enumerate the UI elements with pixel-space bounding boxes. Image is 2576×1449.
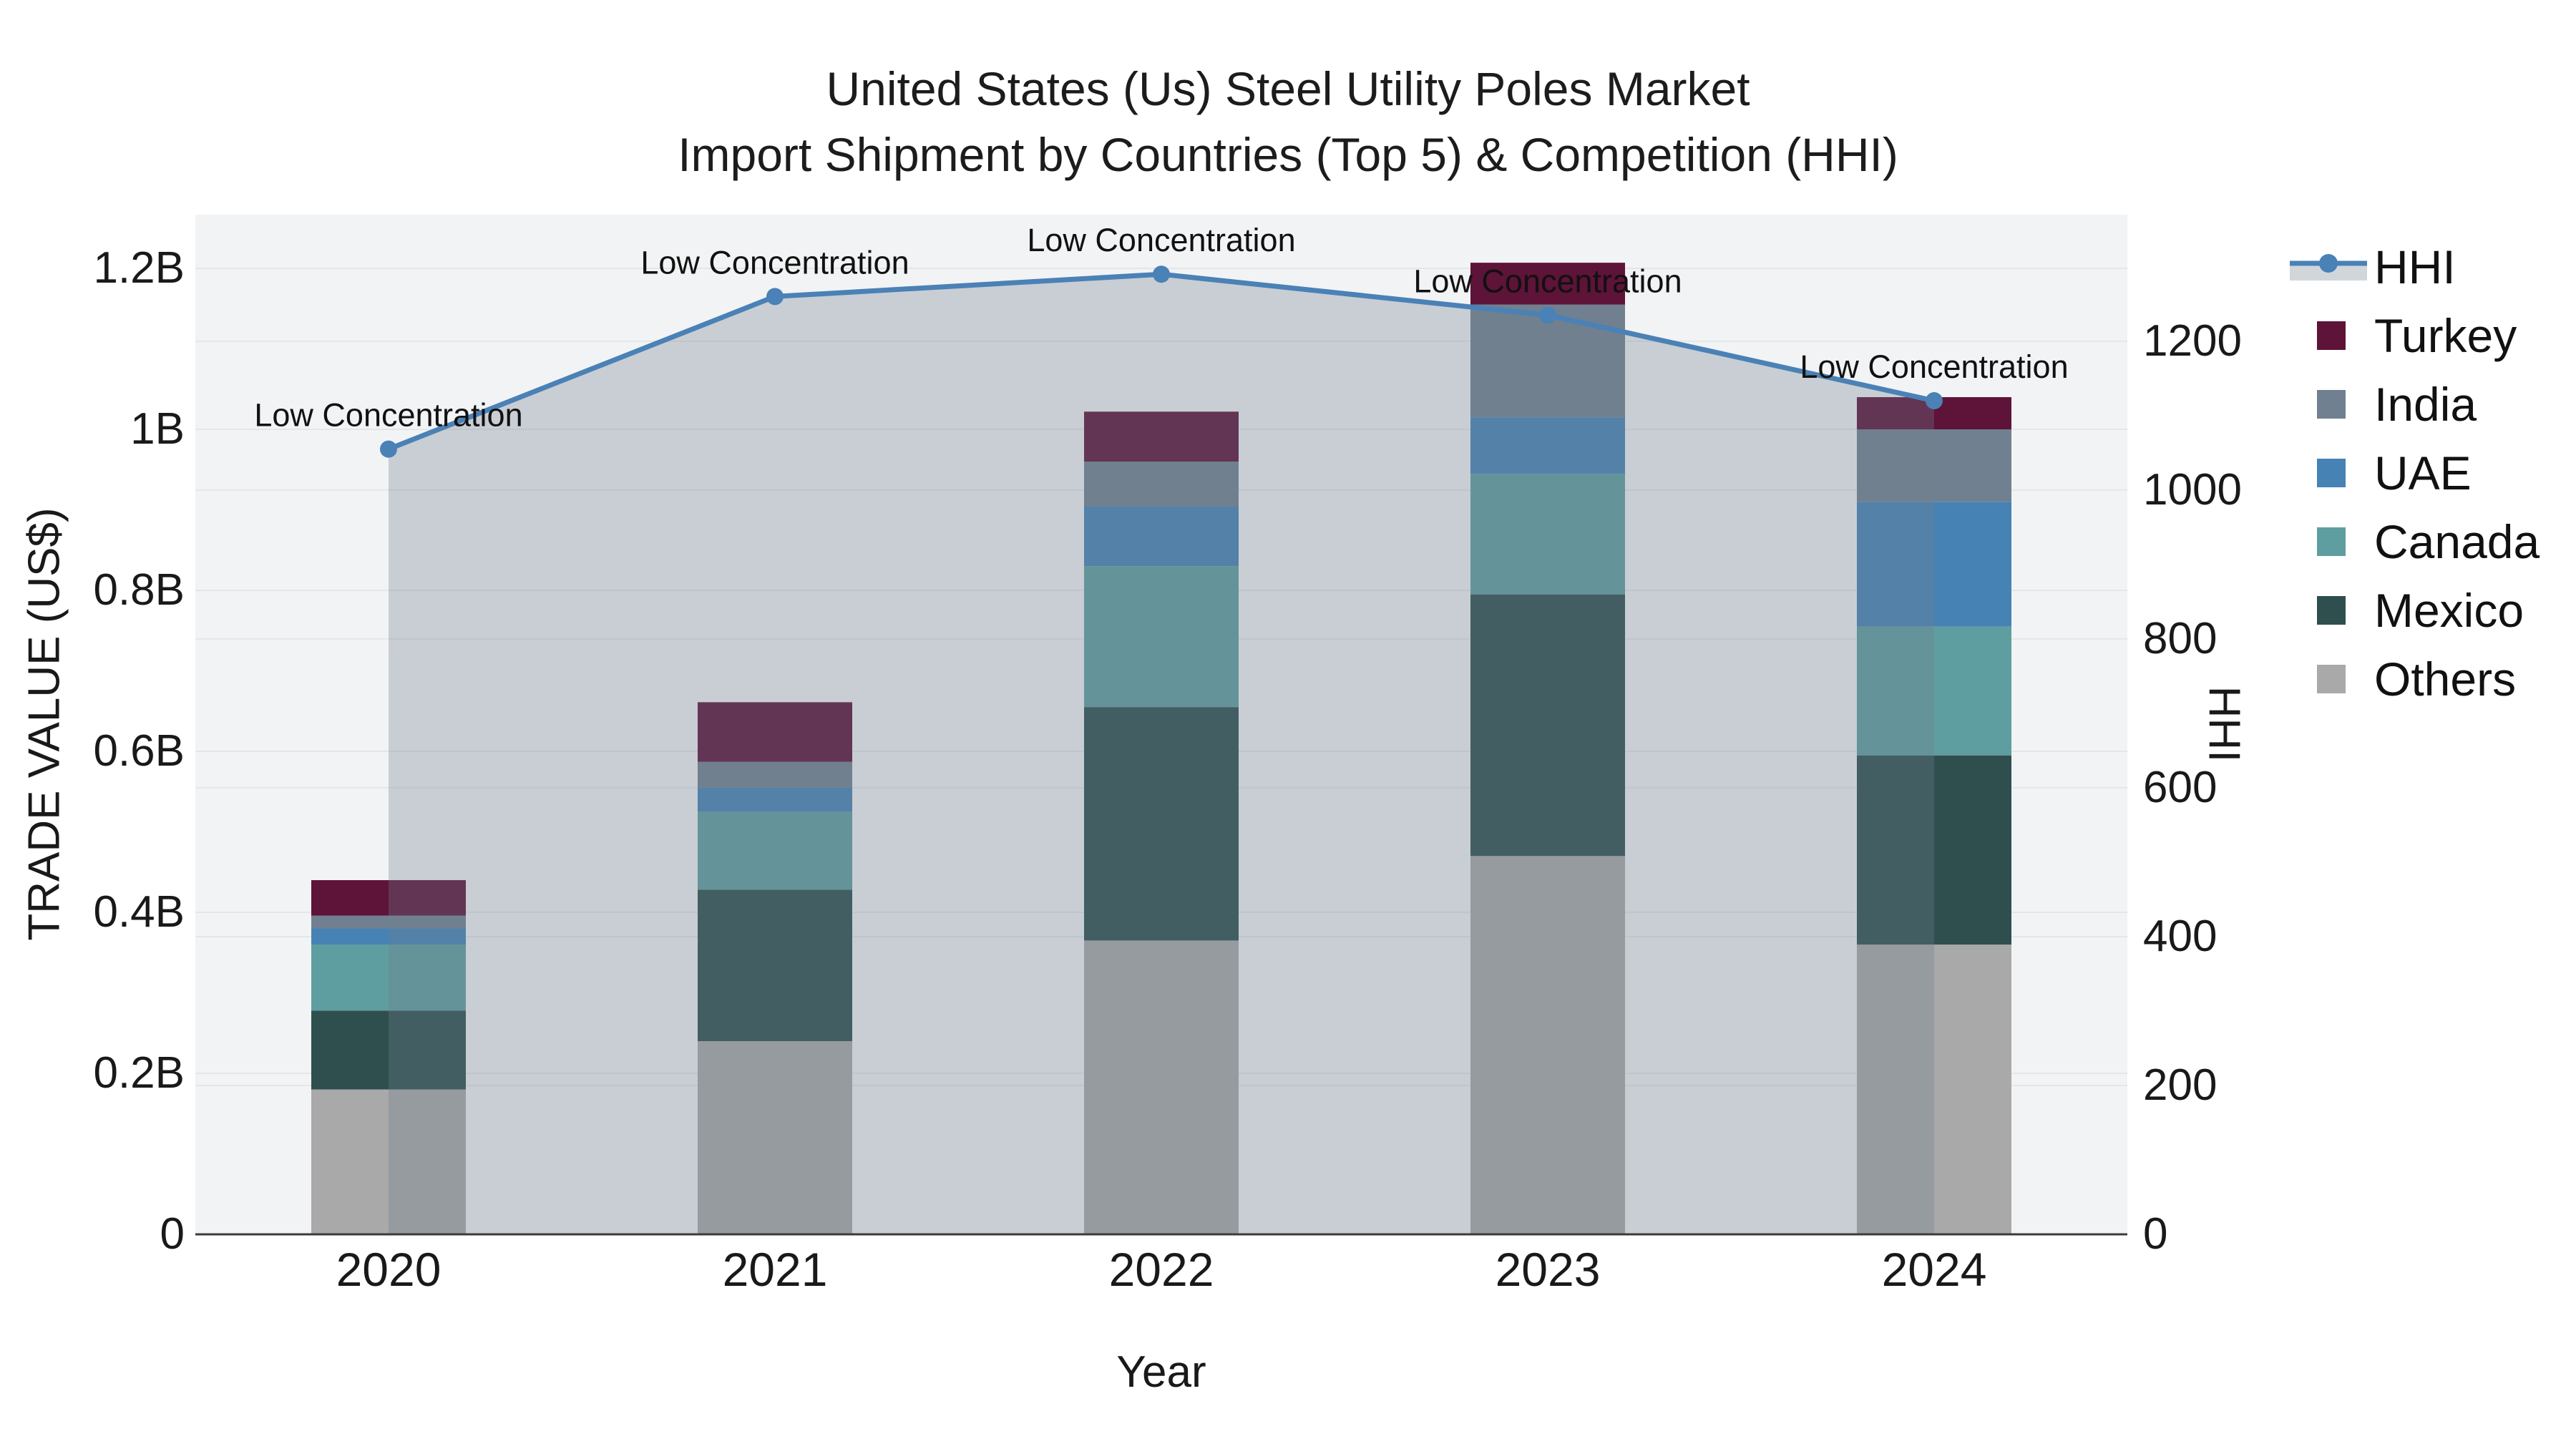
y-axis-right-title: HHI: [2199, 686, 2249, 763]
bar-segment-2020-canada[interactable]: [311, 945, 466, 1011]
bar-segment-2023-others[interactable]: [1470, 856, 1625, 1234]
legend-item-india[interactable]: India: [2287, 370, 2540, 439]
bar-segment-2021-india[interactable]: [698, 761, 852, 788]
bar-segment-2024-others[interactable]: [1857, 945, 2011, 1234]
bar-segment-2021-turkey[interactable]: [698, 702, 852, 762]
bar-segment-2023-turkey[interactable]: [1470, 263, 1625, 305]
chart-title-line1: United States (Us) Steel Utility Poles M…: [826, 62, 1750, 115]
y-right-tick-800: 800: [2143, 613, 2218, 663]
bar-segment-2020-uae[interactable]: [311, 928, 466, 945]
x-axis-title: Year: [1116, 1347, 1206, 1397]
legend-label-canada: Canada: [2374, 515, 2540, 568]
hhi-marker-2021[interactable]: [766, 288, 784, 306]
legend-swatch-others: [2317, 665, 2346, 693]
bar-segment-2022-india[interactable]: [1084, 462, 1239, 507]
y-right-tick-1000: 1000: [2143, 464, 2242, 514]
bar-segment-2022-canada[interactable]: [1084, 566, 1239, 708]
bar-segment-2020-turkey[interactable]: [311, 880, 466, 916]
y-axis-left-title: TRADE VALUE (US$): [19, 507, 69, 941]
legend-hhi-line-swatch: [2290, 254, 2367, 280]
legend-swatch-uae: [2317, 459, 2346, 487]
x-tick-2021: 2021: [722, 1243, 828, 1296]
bar-segment-2023-mexico[interactable]: [1470, 594, 1625, 857]
bar-2020: [311, 880, 466, 1234]
y-left-tick-0.2B: 0.2B: [93, 1048, 185, 1098]
legend-item-turkey[interactable]: Turkey: [2287, 301, 2540, 370]
legend: HHI Turkey India UAE Canada Mexico Others: [2287, 233, 2540, 713]
bar-segment-2024-mexico[interactable]: [1857, 755, 2011, 945]
legend-label-hhi: HHI: [2374, 240, 2456, 293]
annotation-low-concentration-2021: Low Concentration: [640, 244, 909, 280]
y-left-tick-1.2B: 1.2B: [93, 243, 185, 293]
chart-title-line2: Import Shipment by Countries (Top 5) & C…: [678, 128, 1898, 181]
x-tick-2024: 2024: [1881, 1243, 1987, 1296]
bar-segment-2022-others[interactable]: [1084, 940, 1239, 1234]
y-right-tick-1200: 1200: [2143, 316, 2242, 366]
hhi-marker-2023[interactable]: [1539, 306, 1556, 324]
bar-segment-2020-mexico[interactable]: [311, 1010, 466, 1090]
x-tick-2020: 2020: [336, 1243, 441, 1296]
hhi-marker-2022[interactable]: [1153, 265, 1170, 283]
bar-segment-2021-others[interactable]: [698, 1041, 852, 1234]
y-left-tick-0: 0: [160, 1209, 185, 1259]
bar-segment-2021-mexico[interactable]: [698, 889, 852, 1042]
hhi-area-fill: [389, 274, 1934, 1234]
y-right-tick-400: 400: [2143, 911, 2218, 961]
hhi-marker-2020[interactable]: [380, 440, 397, 458]
bar-2024: [1857, 397, 2011, 1234]
y-right-tick-600: 600: [2143, 762, 2218, 812]
legend-swatch-mexico: [2317, 596, 2346, 625]
y-left-tick-1B: 1B: [130, 404, 185, 454]
bar-segment-2022-mexico[interactable]: [1084, 707, 1239, 941]
bar-segment-2024-india[interactable]: [1857, 429, 2011, 502]
legend-item-mexico[interactable]: Mexico: [2287, 576, 2540, 645]
bar-segment-2023-uae[interactable]: [1470, 417, 1625, 474]
bar-segment-2021-uae[interactable]: [698, 787, 852, 812]
x-tick-2023: 2023: [1495, 1243, 1601, 1296]
y-left-tick-0.6B: 0.6B: [93, 726, 185, 776]
legend-label-others: Others: [2374, 653, 2517, 706]
bar-2023: [1470, 263, 1625, 1234]
legend-label-mexico: Mexico: [2374, 584, 2524, 637]
legend-item-others[interactable]: Others: [2287, 645, 2540, 713]
y-left-tick-0.8B: 0.8B: [93, 565, 185, 615]
y-left-tick-0.4B: 0.4B: [93, 887, 185, 937]
legend-item-hhi[interactable]: HHI: [2287, 233, 2540, 301]
legend-item-uae[interactable]: UAE: [2287, 439, 2540, 507]
legend-swatch-turkey: [2317, 321, 2346, 350]
annotation-low-concentration-2022: Low Concentration: [1027, 222, 1295, 258]
hhi-marker-2024[interactable]: [1926, 392, 1943, 410]
bar-segment-2024-canada[interactable]: [1857, 626, 2011, 756]
y-right-tick-200: 200: [2143, 1060, 2218, 1110]
legend-item-canada[interactable]: Canada: [2287, 507, 2540, 576]
annotation-low-concentration-2024: Low Concentration: [1800, 348, 2068, 385]
x-tick-2022: 2022: [1108, 1243, 1214, 1296]
legend-label-uae: UAE: [2374, 447, 2472, 499]
bar-segment-2020-others[interactable]: [311, 1089, 466, 1234]
bar-segment-2024-uae[interactable]: [1857, 502, 2011, 627]
bar-segment-2022-uae[interactable]: [1084, 507, 1239, 567]
annotation-low-concentration-2020: Low Concentration: [254, 397, 522, 434]
annotation-low-concentration-2023: Low Concentration: [1413, 263, 1682, 299]
bar-segment-2022-turkey[interactable]: [1084, 411, 1239, 462]
y-right-tick-0: 0: [2143, 1209, 2168, 1259]
legend-label-india: India: [2374, 378, 2477, 431]
bar-segment-2023-canada[interactable]: [1470, 473, 1625, 595]
bar-2021: [698, 702, 852, 1234]
legend-swatch-india: [2317, 390, 2346, 419]
legend-label-turkey: Turkey: [2374, 309, 2517, 362]
chart-title: United States (Us) Steel Utility Poles M…: [0, 56, 2576, 187]
bar-segment-2020-india[interactable]: [311, 915, 466, 929]
bar-2022: [1084, 411, 1239, 1234]
legend-swatch-canada: [2317, 527, 2346, 556]
bar-segment-2021-canada[interactable]: [698, 811, 852, 890]
